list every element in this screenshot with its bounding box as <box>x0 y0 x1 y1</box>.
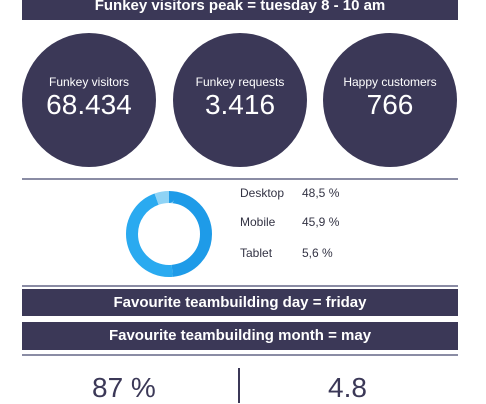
stat-circle-visitors: Funkey visitors 68.434 <box>22 33 156 167</box>
legend-label: Desktop <box>240 186 285 200</box>
satisfaction-value: 87 % <box>92 372 156 403</box>
vertical-divider <box>238 368 240 403</box>
legend-label: Tablet <box>240 246 273 260</box>
stat-value: 3.416 <box>204 89 276 120</box>
rating-value: 4.8 <box>328 372 367 403</box>
device-stats-panel: Desktop 48,5 % Mobile 45,9 % Tablet 5,6 … <box>22 182 458 282</box>
divider-line <box>22 354 458 356</box>
device-donut-chart <box>126 191 212 277</box>
legend-value: 5,6 % <box>302 246 333 260</box>
divider-line <box>22 285 458 287</box>
stat-value: 766 <box>366 89 414 120</box>
stat-value: 68.434 <box>46 89 132 120</box>
stat-label: Funkey requests <box>195 75 285 89</box>
donut-slice-mobile <box>126 191 212 277</box>
stat-label: Funkey visitors <box>48 75 130 89</box>
legend-desktop: Desktop 48,5 % <box>240 186 339 200</box>
peak-banner: Funkey visitors peak = tuesday 8 - 10 am <box>22 0 458 20</box>
legend-mobile: Mobile 45,9 % <box>240 215 339 229</box>
donut-slice-tablet <box>126 191 212 277</box>
divider-line <box>22 178 458 180</box>
legend-value: 45,9 % <box>302 215 340 229</box>
stat-circle-customers: Happy customers 766 <box>323 33 457 167</box>
stat-circle-requests: Funkey requests 3.416 <box>173 33 307 167</box>
stat-label: Happy customers <box>343 75 437 89</box>
teambuilding-month-banner: Favourite teambuilding month = may <box>22 322 458 350</box>
teambuilding-day-banner: Favourite teambuilding day = friday <box>22 289 458 316</box>
legend-tablet: Tablet 5,6 % <box>240 246 333 260</box>
legend-label: Mobile <box>240 215 276 229</box>
legend-value: 48,5 % <box>302 186 340 200</box>
